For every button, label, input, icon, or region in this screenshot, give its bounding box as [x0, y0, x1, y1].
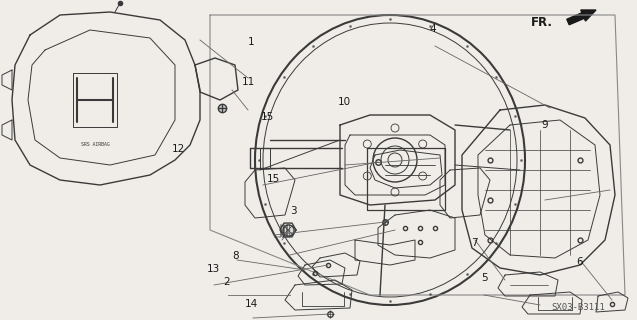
Text: screw: screw [274, 235, 286, 239]
Text: 2: 2 [223, 276, 229, 287]
Text: 7: 7 [471, 238, 478, 248]
Text: 5: 5 [481, 273, 487, 284]
Text: 15: 15 [268, 174, 280, 184]
Text: 6: 6 [576, 257, 583, 268]
Text: 1: 1 [248, 36, 255, 47]
Text: 13: 13 [207, 264, 220, 274]
Text: 10: 10 [338, 97, 350, 108]
Text: 12: 12 [172, 144, 185, 154]
Text: SRS AIRBAG: SRS AIRBAG [81, 142, 110, 148]
FancyArrow shape [567, 10, 596, 25]
Text: 8: 8 [233, 251, 239, 261]
Text: 4: 4 [430, 24, 436, 34]
Text: FR.: FR. [531, 15, 553, 28]
Text: 3: 3 [290, 206, 296, 216]
Text: SX03-B3111: SX03-B3111 [551, 303, 605, 313]
Text: 9: 9 [541, 120, 548, 130]
Text: 15: 15 [261, 112, 274, 122]
Text: 11: 11 [242, 76, 255, 87]
Text: 14: 14 [245, 299, 258, 309]
